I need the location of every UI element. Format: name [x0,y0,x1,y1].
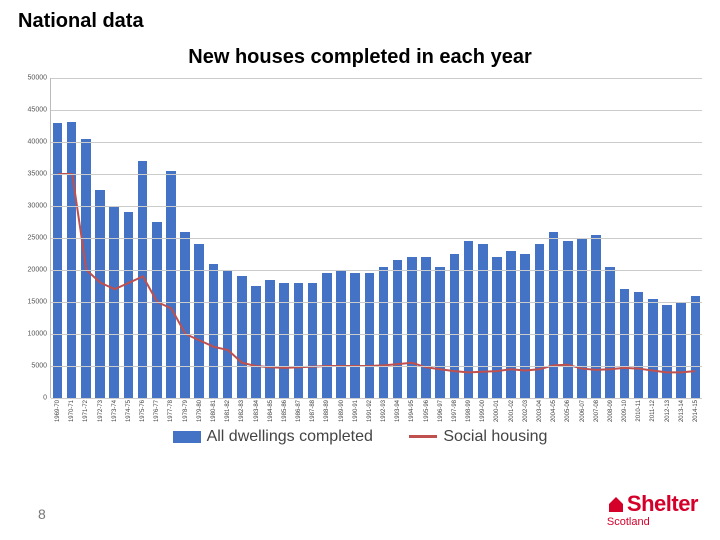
gridline [51,174,702,175]
plot: 1969-701970-711971-721972-731973-741974-… [50,78,702,398]
x-tick-label: 2002-03 [523,400,529,422]
x-tick-label: 2010-11 [636,400,642,422]
x-tick-label: 1986-87 [296,400,302,422]
x-tick-label: 2009-10 [622,400,628,422]
y-tick-label: 30000 [19,203,47,210]
x-tick-label: 1983-84 [254,400,260,422]
x-tick-label: 1973-74 [112,400,118,422]
x-tick-label: 1970-71 [69,400,75,422]
x-tick-label: 1976-77 [154,400,160,422]
x-tick-label: 1987-88 [310,400,316,422]
line-swatch-icon [409,435,437,438]
x-tick-label: 1975-76 [140,400,146,422]
logo-main: Shelter [607,491,698,519]
y-tick-label: 45000 [19,107,47,114]
bar-swatch-icon [173,431,201,443]
gridline [51,238,702,239]
gridline [51,334,702,335]
x-tick-label: 1981-82 [225,400,231,422]
x-tick-label: 1972-73 [98,400,104,422]
x-tick-label: 2000-01 [494,400,500,422]
x-tick-label: 2003-04 [537,400,543,422]
x-tick-label: 1969-70 [55,400,61,422]
x-tick-label: 1984-85 [268,400,274,422]
x-tick-label: 1977-78 [168,400,174,422]
x-tick-label: 1998-99 [466,400,472,422]
legend: All dwellings completed Social housing [0,428,720,446]
x-tick-label: 2012-13 [665,400,671,422]
y-tick-label: 0 [19,395,47,402]
chart-area: 1969-701970-711971-721972-731973-741974-… [18,78,702,418]
legend-item-all: All dwellings completed [173,428,373,446]
y-tick-label: 10000 [19,331,47,338]
gridline [51,366,702,367]
gridline [51,110,702,111]
x-tick-label: 1991-92 [367,400,373,422]
x-tick-label: 1978-79 [183,400,189,422]
y-tick-label: 35000 [19,171,47,178]
x-tick-label: 1988-89 [324,400,330,422]
gridline [51,206,702,207]
x-tick-label: 1979-80 [197,400,203,422]
y-tick-label: 15000 [19,299,47,306]
x-tick-label: 2014-15 [693,400,699,422]
legend-item-social: Social housing [409,428,547,446]
x-tick-label: 1992-93 [381,400,387,422]
gridline [51,78,702,79]
gridline [51,270,702,271]
x-tick-label: 1989-90 [339,400,345,422]
y-tick-label: 50000 [19,75,47,82]
legend-label-social: Social housing [443,428,547,445]
x-tick-label: 2007-08 [594,400,600,422]
x-tick-label: 1994-95 [409,400,415,422]
y-tick-label: 20000 [19,267,47,274]
x-tick-label: 2004-05 [551,400,557,422]
x-tick-label: 1980-81 [211,400,217,422]
x-tick-label: 1990-91 [353,400,359,422]
x-tick-label: 1974-75 [126,400,132,422]
y-tick-label: 40000 [19,139,47,146]
x-tick-label: 2008-09 [608,400,614,422]
chart-title: New houses completed in each year [0,46,720,69]
page-number: 8 [38,506,46,522]
x-tick-label: 2011-12 [650,400,656,422]
x-tick-label: 1997-98 [452,400,458,422]
x-tick-label: 2013-14 [679,400,685,422]
x-tick-label: 2006-07 [580,400,586,422]
x-tick-label: 1993-94 [395,400,401,422]
x-tick-label: 1982-83 [239,400,245,422]
y-tick-label: 25000 [19,235,47,242]
gridline [51,142,702,143]
gridline [51,398,702,399]
x-tick-label: 1971-72 [83,400,89,422]
y-tick-label: 5000 [19,363,47,370]
legend-label-all: All dwellings completed [207,428,373,445]
x-tick-label: 1985-86 [282,400,288,422]
section-title: National data [18,10,144,33]
x-tick-label: 1999-00 [480,400,486,422]
x-tick-label: 2005-06 [565,400,571,422]
x-tick-label: 2001-02 [509,400,515,422]
social-housing-line [58,174,695,372]
logo-text: Shelter [627,491,698,516]
gridline [51,302,702,303]
logo: Shelter Scotland [607,491,698,528]
x-tick-label: 1995-96 [424,400,430,422]
x-tick-label: 1996-97 [438,400,444,422]
